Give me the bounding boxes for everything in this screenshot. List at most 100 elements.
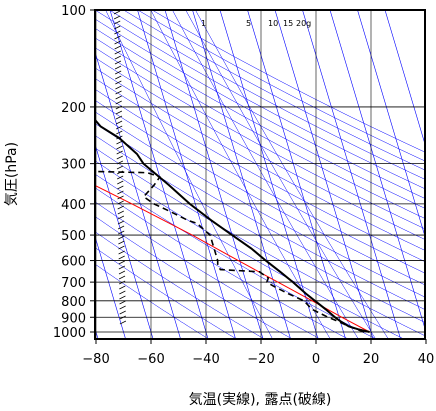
mixing-ratio-label: 1 [201,19,206,28]
dry-adiabat-line [95,57,425,240]
wind-barb [116,160,124,165]
wind-barb [116,150,123,155]
dry-adiabat-line [95,160,405,339]
isotherm-line [95,143,154,339]
isotherm-line [384,10,425,146]
wind-barb [115,90,122,95]
wind-barb [115,120,123,125]
wind-barb [117,195,124,200]
y-tick-label: 500 [61,229,86,244]
wind-barb [118,245,125,250]
y-tick-label: 800 [61,295,86,310]
wind-barb [114,20,121,25]
wind-barb [118,230,125,235]
temperature-line [95,118,370,333]
wind-barb [117,215,125,220]
wind-barb [119,310,126,315]
wind-barb [116,165,124,170]
y-tick-label: 300 [61,158,86,173]
wind-barb [119,285,126,290]
wind-barb [117,220,125,225]
wind-barb [119,305,126,310]
plot-frame [94,9,426,340]
dry-adiabat-line [95,100,425,286]
wind-barb [114,25,121,30]
dry-adiabat-line [95,201,321,339]
wind-barb [116,145,123,150]
dry-adiabat-line [95,263,210,339]
wind-barb [116,125,123,130]
y-tick-label: 900 [61,311,86,326]
wind-barb [114,60,122,65]
wind-barb [116,175,124,180]
wind-barb [117,210,124,215]
wind-barb [117,180,124,185]
mixing-ratio-label: 20g [296,19,311,28]
wind-barb [119,280,126,285]
x-tick-label: −60 [137,352,164,367]
wind-barb [118,260,125,265]
wind-barb [119,290,126,295]
isotherm-line [109,10,209,339]
x-tick-label: 20 [363,352,380,367]
wind-barb [115,85,122,90]
isotherm-line [247,10,346,339]
dry-adiabat-line [95,216,293,339]
wind-barb [118,235,125,240]
x-axis: −80 −60 −40 −20 0 20 40 [82,339,434,367]
wind-barb [118,270,126,275]
y-tick-label: 400 [61,198,86,213]
dry-adiabat-line [95,187,349,339]
mixing-ratio-label: 10 [268,19,278,28]
isotherm-line [329,10,425,330]
x-tick-label: 0 [312,352,320,367]
wind-barb [115,100,122,105]
y-tick-label: 600 [61,255,86,270]
dry-adiabat-line [95,88,425,274]
x-axis-title: 気温(実線), 露点(破線) [189,392,332,408]
wind-barb [117,190,124,195]
y-tick-label: 1000 [53,326,86,341]
dry-adiabat-line [95,111,425,298]
mixing-ratio-label: 5 [246,19,251,28]
wind-barb [116,140,123,145]
wind-barb [117,225,125,230]
parcel-series [95,184,370,333]
wind-barb [113,10,121,15]
y-tick-label: 200 [61,101,86,116]
wind-barb [114,40,121,45]
isotherm-line [302,10,401,339]
wind-barb [118,275,126,280]
dry-adiabat-line [123,10,425,171]
dry-adiabat-line [137,10,425,162]
x-tick-label: −20 [247,352,274,367]
wind-barb [119,320,127,325]
plot-background [95,10,425,339]
isotherm-line [137,10,236,339]
background-lines [95,10,425,339]
grid [95,10,425,339]
wind-barb [116,155,123,160]
wind-barb [117,185,124,190]
wind-barb [114,45,121,50]
wind-barb [118,255,125,260]
wind-barb [119,315,126,320]
wind-barb [114,35,121,40]
wind-barb [116,130,123,135]
dry-adiabat-line [151,10,425,153]
wind-barb [113,15,121,20]
wind-barb [117,205,124,210]
isotherm-line [164,10,264,339]
wind-barb [116,135,123,140]
wind-barb [115,75,122,80]
dry-adiabat-line [95,37,425,219]
dry-adiabat-line [95,147,425,337]
x-tick-label: 40 [418,352,435,367]
wind-barb [116,170,124,175]
dry-adiabat-line [95,18,425,199]
wind-barb [115,115,123,120]
wind-barb [115,110,123,115]
dry-adiabat-line [95,231,265,339]
